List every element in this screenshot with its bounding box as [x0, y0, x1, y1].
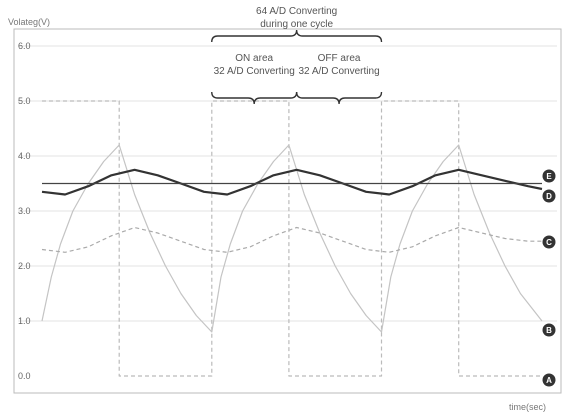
- annotation-cycle-text: 64 A/D Converting: [256, 6, 337, 17]
- series-e-marker-label: E: [546, 172, 552, 181]
- series-e-marker: [542, 169, 556, 183]
- y-tick-labels: 6.0 5.0 4.0 3.0 2.0 1.0 0.0: [18, 41, 31, 381]
- series-a-marker: [542, 373, 556, 387]
- annotation-off-brace: [295, 91, 383, 105]
- annotation-cycle-brace: [211, 29, 383, 43]
- y-tick-label: 2.0: [18, 261, 31, 271]
- annotations: 64 A/D Converting during one cycle ON area…: [211, 6, 383, 105]
- series-d-line: [41, 168, 543, 196]
- series-markers: A B C D E: [542, 169, 556, 387]
- annotation-cycle-text: during one cycle: [260, 19, 333, 30]
- annotation-on-text: ON area: [235, 53, 273, 64]
- series-lines: [41, 100, 543, 377]
- x-axis-label: time(sec): [509, 402, 546, 412]
- y-axis-label: Volateg(V): [8, 17, 50, 27]
- series-d-marker: [542, 189, 556, 203]
- y-tick-label: 1.0: [18, 316, 31, 326]
- series-c-marker-label: C: [546, 238, 552, 247]
- y-tick-label: 0.0: [18, 371, 31, 381]
- y-tick-label: 6.0: [18, 41, 31, 51]
- series-d-marker-label: D: [546, 192, 552, 201]
- series-b-line: [41, 144, 543, 333]
- series-b-marker: [542, 323, 556, 337]
- y-tick-label: 5.0: [18, 96, 31, 106]
- annotation-off-text: OFF area: [318, 53, 361, 64]
- y-tick-label: 3.0: [18, 206, 31, 216]
- y-tick-label: 4.0: [18, 151, 31, 161]
- series-c-marker: [542, 235, 556, 249]
- annotation-on-text: 32 A/D Converting: [214, 66, 295, 77]
- annotation-off-text: 32 A/D Converting: [298, 66, 379, 77]
- series-b-marker-label: B: [546, 326, 552, 335]
- series-c-line: [41, 226, 542, 253]
- series-a-marker-label: A: [546, 376, 552, 385]
- annotation-on-brace: [211, 91, 298, 105]
